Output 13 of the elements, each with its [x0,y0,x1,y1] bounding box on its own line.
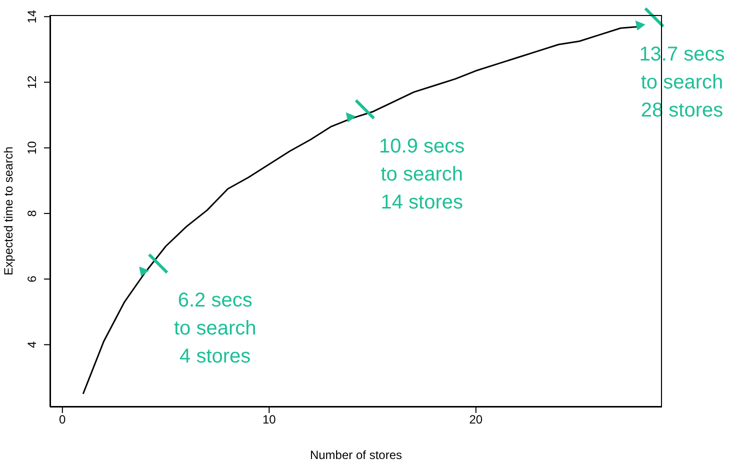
annotation: 10.9 secs to search 14 stores [379,135,465,214]
annotation: 6.2 secs to search 4 stores [174,290,256,368]
y-tick-label: 12 [25,75,39,89]
y-axis-title: Expected time to search [1,146,16,276]
y-tick-label: 10 [25,140,39,155]
x-axis-title: Number of stores [310,448,402,462]
y-tick-label: 6 [25,275,39,282]
y-tick-label: 4 [25,341,39,348]
x-tick-label: 20 [469,412,483,427]
y-tick-label: 8 [25,210,39,217]
x-tick-label: 0 [59,412,66,427]
x-tick-label: 10 [262,412,276,427]
y-tick-label: 14 [25,10,39,24]
